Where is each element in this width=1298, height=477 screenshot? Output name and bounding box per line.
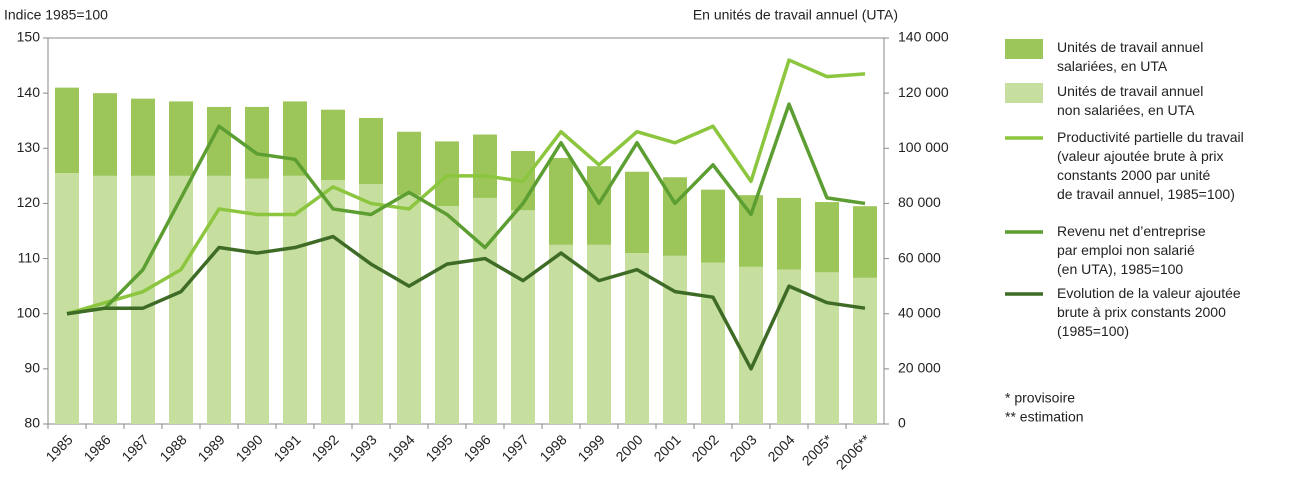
bar: [511, 210, 535, 424]
y2-tick-label: 60 000: [898, 249, 941, 265]
bar: [701, 262, 725, 424]
x-tick-label: 1999: [574, 431, 607, 464]
bar: [207, 175, 231, 424]
y-tick-label: 150: [17, 29, 41, 45]
bar: [131, 175, 155, 424]
bar: [815, 272, 839, 424]
x-tick-label: 1998: [536, 431, 569, 464]
y2-axis-title: En unités de travail annuel (UTA): [693, 7, 898, 23]
bar: [359, 117, 383, 185]
x-tick-label: 2003: [726, 431, 759, 464]
x-tick-label: 1992: [308, 431, 341, 464]
bar: [435, 206, 459, 424]
bar: [321, 109, 345, 180]
bar: [625, 253, 649, 424]
bar: [435, 141, 459, 207]
legend-swatch: [1005, 83, 1043, 103]
bar: [777, 197, 801, 270]
bar: [853, 206, 877, 278]
bar: [283, 175, 307, 424]
x-tick-label: 1994: [384, 431, 417, 464]
bar: [701, 189, 725, 263]
y-tick-label: 130: [17, 139, 41, 155]
x-tick-label: 1997: [498, 431, 531, 464]
bar: [587, 166, 611, 245]
x-tick-label: 2005*: [799, 431, 837, 469]
bar: [359, 184, 383, 424]
x-tick-label: 2004: [764, 431, 797, 464]
bar: [739, 195, 763, 267]
y2-tick-label: 40 000: [898, 304, 941, 320]
line: [66, 58, 866, 316]
y-tick-label: 110: [18, 249, 41, 265]
bar: [321, 179, 345, 424]
legend-label: Productivité partielle du travail (valeur…: [1057, 129, 1244, 202]
bar: [397, 195, 421, 424]
x-tick-label: 1993: [346, 431, 379, 464]
bar: [55, 173, 79, 424]
bar: [625, 171, 649, 254]
x-tick-label: 1995: [422, 431, 455, 464]
x-tick-label: 1989: [194, 431, 227, 464]
bar: [549, 244, 573, 424]
bar: [473, 197, 497, 424]
note: * provisoire: [1005, 390, 1075, 406]
bar: [587, 244, 611, 424]
y2-tick-label: 100 000: [898, 139, 949, 155]
y2-tick-label: 120 000: [898, 84, 949, 100]
note: ** estimation: [1005, 409, 1084, 425]
bar: [549, 157, 573, 245]
bar: [853, 277, 877, 424]
bar: [397, 131, 421, 196]
bar: [663, 255, 687, 424]
legend-label: Unités de travail annuel salariées, en UT…: [1057, 39, 1203, 74]
x-tick-label: 2002: [688, 431, 721, 464]
x-tick-label: 1987: [118, 431, 151, 464]
x-tick-label: 1990: [232, 431, 265, 464]
x-tick-label: 1991: [270, 431, 303, 464]
bar: [283, 101, 307, 176]
y2-tick-label: 140 000: [898, 29, 949, 45]
bar: [245, 106, 269, 179]
bar: [169, 101, 193, 176]
x-tick-label: 2006**: [833, 431, 874, 472]
x-tick-label: 1985: [42, 431, 75, 464]
x-tick-label: 1988: [156, 431, 189, 464]
line: [66, 234, 866, 371]
legend-label: Revenu net d’entreprise par emploi non sa…: [1057, 223, 1206, 277]
x-tick-label: 2001: [650, 431, 683, 464]
bar: [473, 134, 497, 198]
bar: [739, 266, 763, 424]
y2-tick-label: 0: [898, 415, 906, 431]
x-tick-label: 1986: [80, 431, 113, 464]
bar: [93, 93, 117, 176]
bar: [777, 269, 801, 424]
x-tick-label: 1996: [460, 431, 493, 464]
bar: [55, 87, 79, 174]
y-tick-label: 140: [17, 84, 41, 100]
x-tick-label: 2000: [612, 431, 645, 464]
legend-swatch: [1005, 39, 1043, 59]
y-tick-label: 100: [17, 304, 41, 320]
bar: [169, 175, 193, 424]
bar: [245, 178, 269, 424]
y-axis-title: Indice 1985=100: [4, 7, 108, 23]
y2-tick-label: 80 000: [898, 194, 941, 210]
y2-tick-label: 20 000: [898, 360, 941, 376]
y-tick-label: 120: [17, 194, 41, 210]
line: [66, 102, 866, 316]
bar: [131, 98, 155, 176]
y-tick-label: 90: [24, 360, 40, 376]
y-tick-label: 80: [24, 415, 40, 431]
bar: [815, 202, 839, 273]
legend-label: Evolution de la valeur ajoutée brute à pr…: [1057, 285, 1241, 339]
legend-label: Unités de travail annuel non salariées, e…: [1057, 83, 1203, 118]
